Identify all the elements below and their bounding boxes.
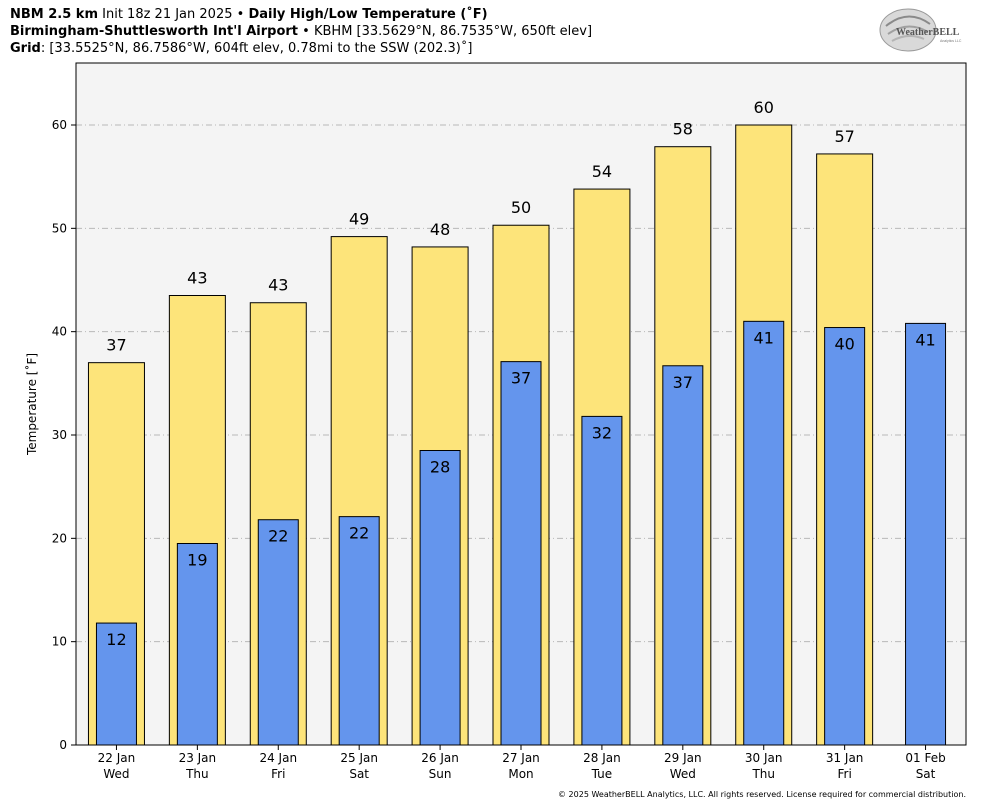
high-temp-label: 49 (349, 210, 369, 229)
y-tick-label: 40 (52, 325, 67, 339)
x-tick-day: Wed (103, 767, 129, 781)
low-temp-label: 41 (915, 330, 935, 349)
y-tick-label: 50 (52, 221, 67, 235)
low-temp-label: 22 (268, 527, 288, 546)
x-tick-day: Thu (751, 767, 775, 781)
copyright-footer: © 2025 WeatherBELL Analytics, LLC. All r… (558, 790, 966, 799)
y-tick-label: 60 (52, 118, 67, 132)
low-temp-bar (905, 322, 947, 746)
y-tick-label: 10 (52, 635, 67, 649)
y-tick-label: 0 (59, 738, 67, 752)
x-tick-date: 26 Jan (421, 751, 459, 765)
low-temp-label: 37 (511, 369, 531, 388)
x-tick-date: 30 Jan (745, 751, 783, 765)
x-tick-day: Sun (429, 767, 452, 781)
header-line-product: NBM 2.5 km Init 18z 21 Jan 2025 • Daily … (10, 6, 592, 23)
low-temp-label: 28 (430, 458, 450, 477)
high-temp-label: 54 (592, 162, 612, 181)
low-temp-label: 32 (592, 423, 612, 442)
low-temp-label: 41 (754, 328, 774, 347)
x-tick-date: 31 Jan (826, 751, 864, 765)
weatherbell-logo: WeatherBELL Analytics LLC (879, 8, 962, 52)
x-tick-day: Fri (271, 767, 285, 781)
separator: • (236, 7, 245, 22)
x-tick-date: 23 Jan (179, 751, 217, 765)
low-temp-bar (662, 365, 704, 746)
x-tick-day: Thu (185, 767, 209, 781)
low-temp-label: 40 (834, 335, 854, 354)
x-tick-day: Sat (349, 767, 369, 781)
grid-details: : [33.5525°N, 86.7586°W, 604ft elev, 0.7… (40, 41, 473, 56)
low-temp-bar (338, 516, 380, 746)
x-tick-date: 28 Jan (583, 751, 621, 765)
high-temp-label: 57 (834, 127, 854, 146)
high-temp-label: 50 (511, 198, 531, 217)
low-temp-bar (500, 361, 542, 746)
y-axis: 0 10 20 30 40 50 60 (52, 118, 76, 752)
low-temp-bar (95, 622, 137, 746)
station-details: KBHM [33.5629°N, 86.7535°W, 650ft elev] (313, 24, 593, 39)
high-temp-label: 48 (430, 220, 450, 239)
high-temp-label: 58 (673, 120, 693, 139)
chart-header: NBM 2.5 km Init 18z 21 Jan 2025 • Daily … (10, 6, 592, 57)
x-tick-day: Tue (591, 767, 613, 781)
high-temp-label: 37 (106, 336, 126, 355)
logo-subtext: Analytics LLC (940, 39, 962, 43)
high-temp-label: 60 (754, 98, 774, 117)
low-temp-bar (581, 415, 623, 746)
low-temp-bar (743, 320, 785, 746)
low-temp-bar (176, 543, 218, 746)
x-tick-date: 27 Jan (502, 751, 540, 765)
model-name: NBM 2.5 km (10, 7, 98, 22)
logo-text: WeatherBELL (896, 27, 960, 38)
high-temp-label: 43 (268, 276, 288, 295)
product-name: Daily High/Low Temperature (˚F) (248, 7, 488, 22)
low-temp-label: 12 (106, 630, 126, 649)
y-axis-label: Temperature [˚F] (24, 353, 39, 456)
x-axis: 22 Jan Wed 23 Jan Thu 24 Jan Fri 25 Jan Sat 26 J… (98, 745, 946, 781)
x-tick-date: 24 Jan (259, 751, 297, 765)
y-tick-label: 20 (52, 531, 67, 545)
x-tick-date: 29 Jan (664, 751, 702, 765)
init-time: Init 18z 21 Jan 2025 (102, 7, 233, 22)
station-name: Birmingham-Shuttlesworth Int'l Airport (10, 24, 299, 39)
low-temp-series: 12 19 22 22 28 37 32 37 41 40 41 (95, 320, 947, 746)
header-line-grid: Grid: [33.5525°N, 86.7586°W, 604ft elev,… (10, 40, 592, 57)
low-temp-bar (824, 327, 866, 746)
x-tick-date: 25 Jan (340, 751, 378, 765)
x-tick-day: Fri (837, 767, 851, 781)
high-temp-label: 43 (187, 269, 207, 288)
header-line-station: Birmingham-Shuttlesworth Int'l Airport •… (10, 23, 592, 40)
low-temp-label: 22 (349, 524, 369, 543)
low-temp-bar (257, 519, 299, 746)
y-tick-label: 30 (52, 428, 67, 442)
x-tick-day: Wed (670, 767, 696, 781)
grid-label: Grid (10, 41, 41, 56)
separator: • (302, 24, 310, 39)
x-tick-date: 01 Feb (905, 751, 945, 765)
x-tick-day: Sat (916, 767, 936, 781)
x-tick-day: Mon (508, 767, 533, 781)
low-temp-label: 19 (187, 551, 207, 570)
low-temp-bar (419, 450, 461, 746)
low-temp-label: 37 (673, 373, 693, 392)
x-tick-date: 22 Jan (98, 751, 136, 765)
